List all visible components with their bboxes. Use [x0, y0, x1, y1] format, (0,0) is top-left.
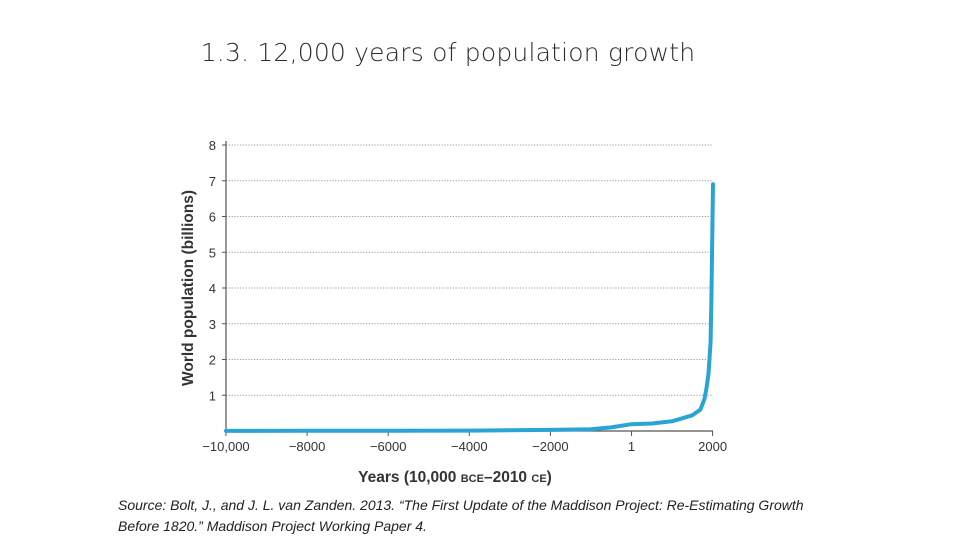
- x-axis-label-mid: –2010: [484, 469, 531, 486]
- chart-axes: [225, 141, 713, 432]
- x-axis-label-end: ): [547, 469, 552, 486]
- y-tick-label-1: 1: [209, 388, 216, 403]
- x-axis-label-ce: CE: [531, 473, 546, 485]
- x-axis-label-bce: BCE: [461, 473, 484, 485]
- x-axis-ticks: −10,000 −8000 −6000 −4000 −2000 1 2000: [202, 431, 727, 454]
- slide-title: 1.3. 12,000 years of population growth: [200, 38, 696, 67]
- population-series-line: [224, 182, 715, 433]
- x-axis-label: Years (10,000 BCE–2010 CE): [358, 469, 552, 486]
- y-tick-label-6: 6: [209, 210, 216, 225]
- y-tick-label-2: 2: [209, 353, 216, 368]
- chart-gridlines: [226, 144, 713, 396]
- x-axis-label-main: Years (10,000: [358, 469, 461, 486]
- x-tick-label-1: −8000: [289, 439, 326, 454]
- y-tick-label-4: 4: [209, 281, 216, 296]
- y-tick-label-3: 3: [209, 317, 216, 332]
- x-tick-label-2: −6000: [370, 439, 407, 454]
- y-tick-label-5: 5: [209, 245, 216, 260]
- x-tick-label-0: −10,000: [202, 439, 249, 454]
- source-citation: Source: Bolt, J., and J. L. van Zanden. …: [118, 495, 918, 537]
- x-tick-label-4: −2000: [532, 439, 569, 454]
- x-tick-label-5: 1: [628, 439, 635, 454]
- y-tick-label-8: 8: [209, 138, 216, 153]
- y-axis-ticks: 1 2 3 4 5 6 7 8: [209, 138, 226, 403]
- source-line-1: Source: Bolt, J., and J. L. van Zanden. …: [118, 497, 804, 513]
- source-line-2: Before 1820.” Maddison Project Working P…: [118, 518, 427, 534]
- x-tick-label-6: 2000: [698, 439, 727, 454]
- y-axis-label: World population (billions): [180, 190, 197, 386]
- population-chart: 1 2 3 4 5 6 7 8 −10,000 −8000 −6000 −4000 −2000 1 200…: [180, 138, 727, 486]
- x-tick-label-3: −4000: [451, 439, 488, 454]
- y-tick-label-7: 7: [209, 174, 216, 189]
